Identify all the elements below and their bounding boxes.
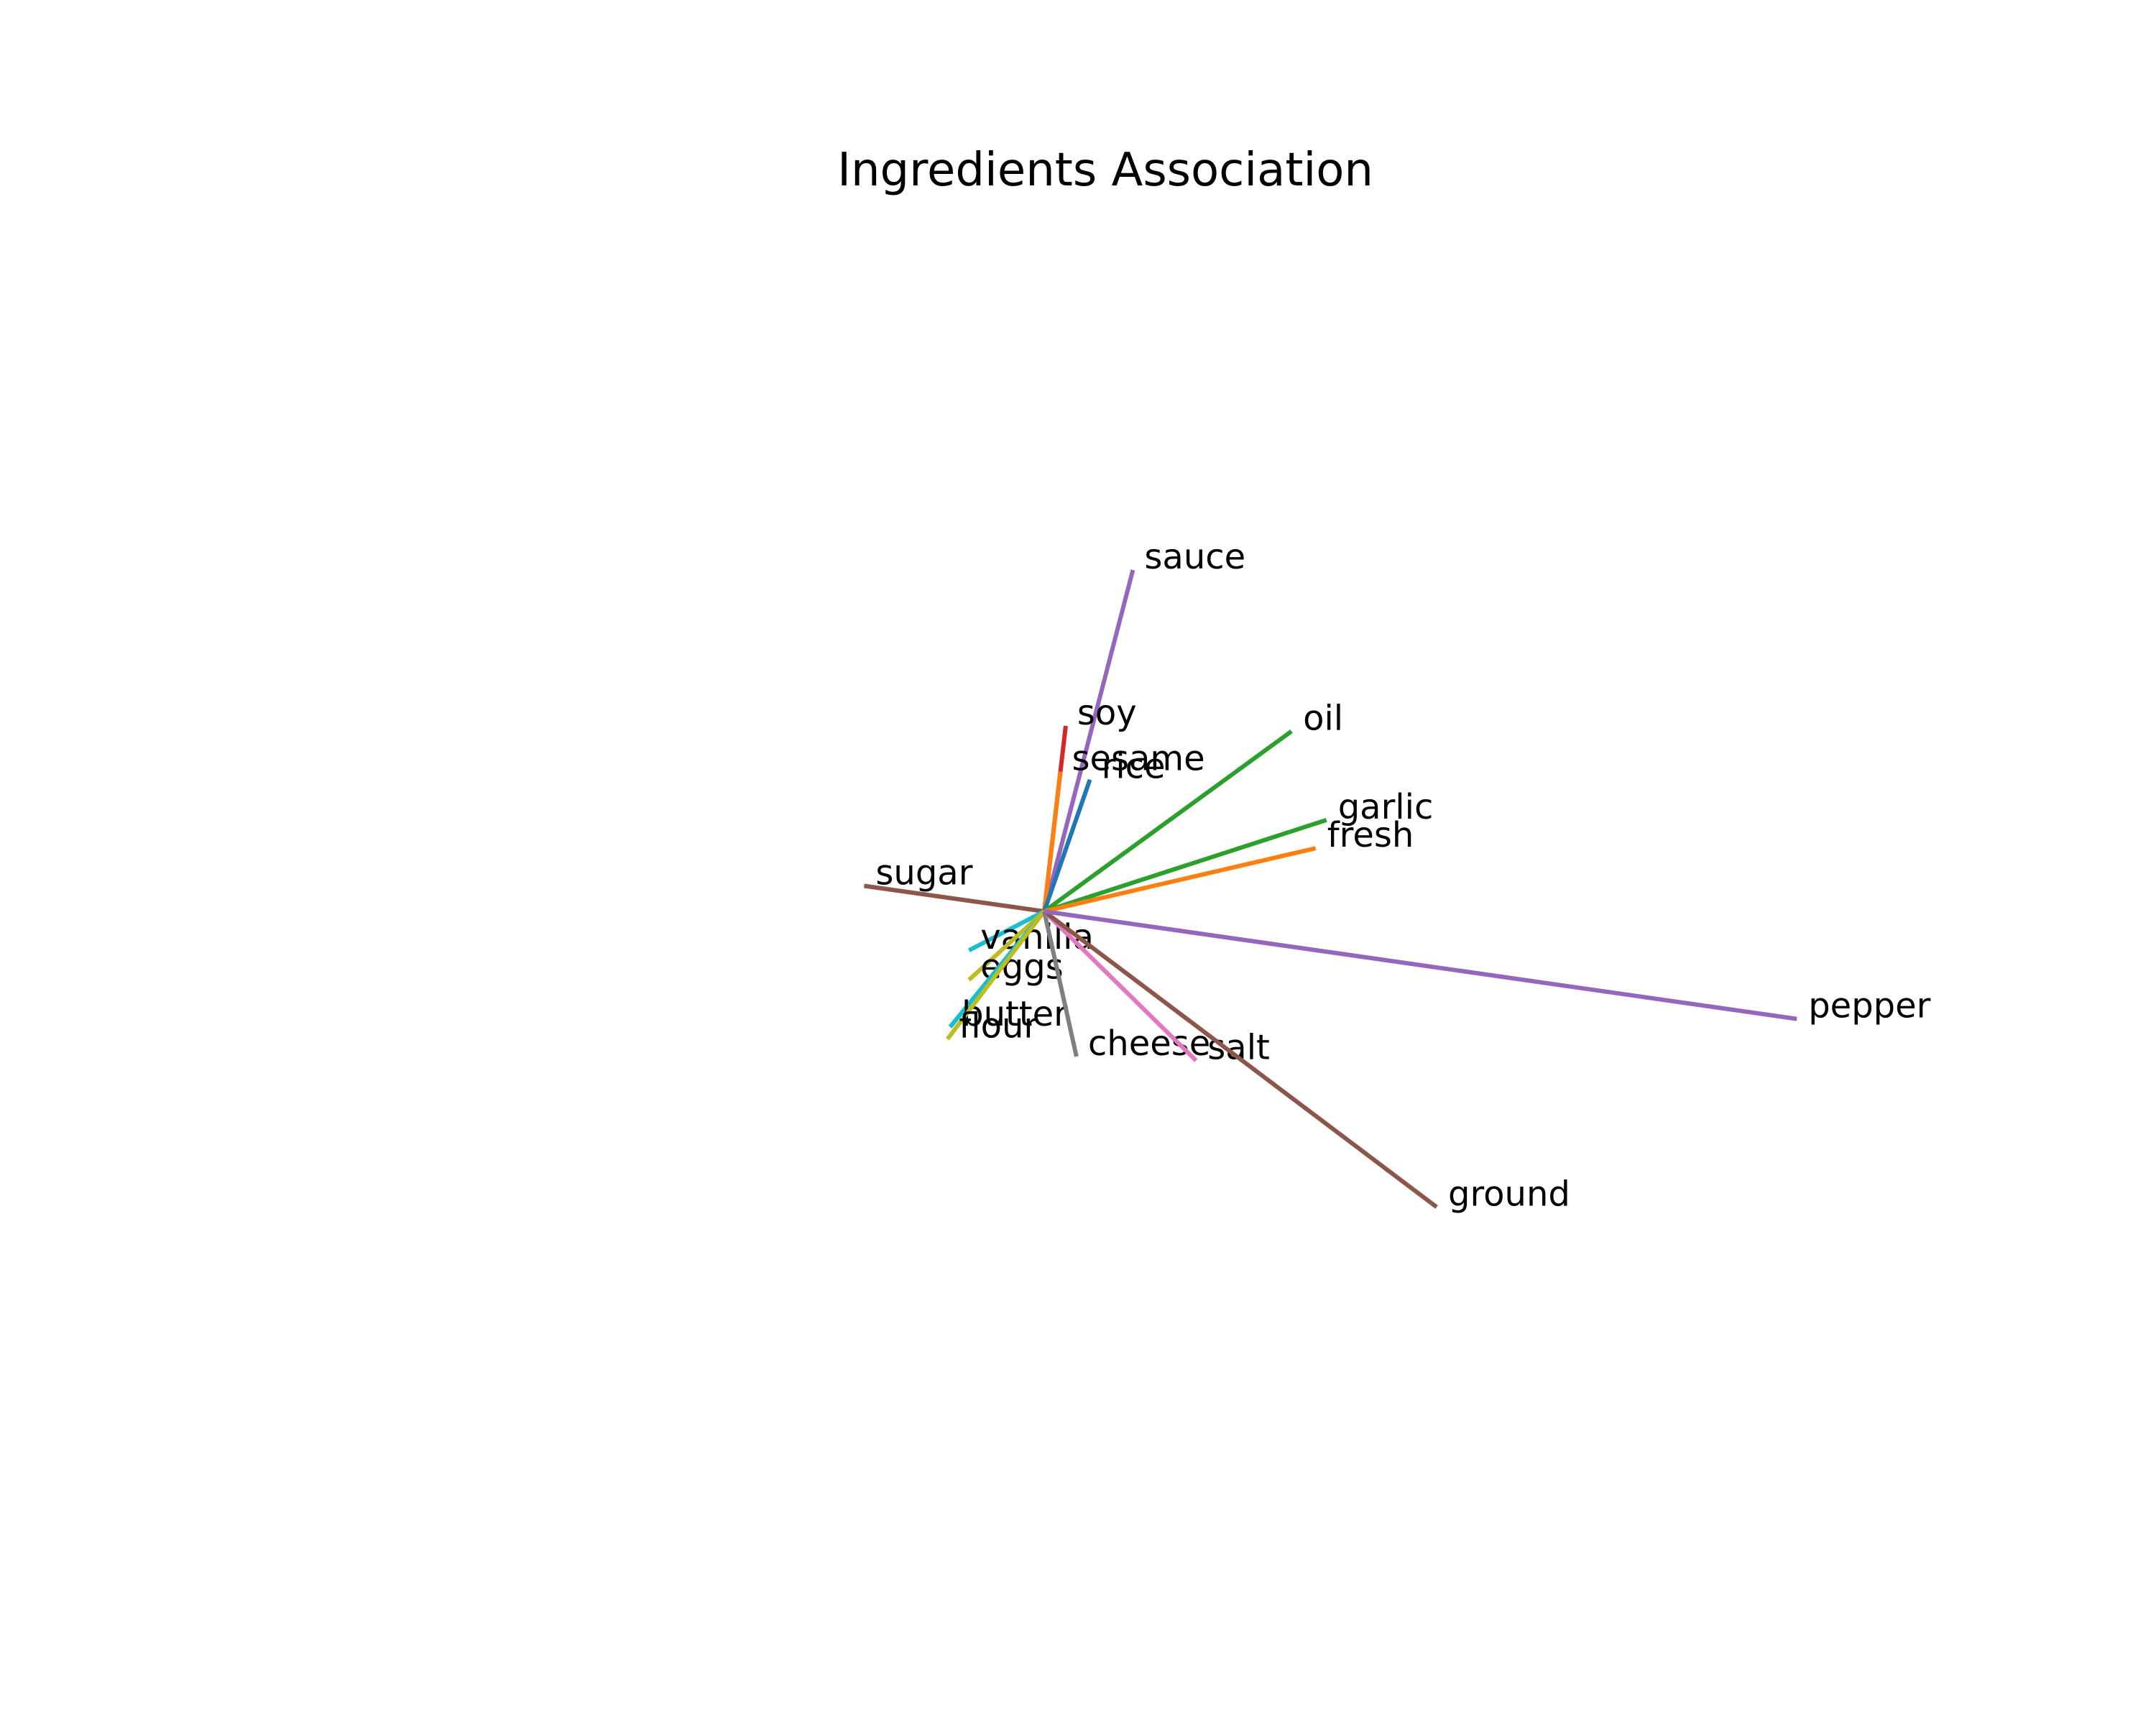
vector-label-salt: salt (1207, 1028, 1270, 1068)
vector-line-salt (1042, 909, 1198, 1062)
vector-label-ground: ground (1448, 1174, 1570, 1214)
vector-line-garlic (1044, 817, 1327, 914)
vector-label-garlic: garlic (1338, 787, 1434, 827)
vector-line-eggs (967, 909, 1046, 982)
chart-title: Ingredients Association (837, 144, 1373, 197)
vector-label-sesame: sesame (1072, 739, 1204, 779)
vector-label-rice: rice (1102, 747, 1166, 787)
vector-line-cheese (1042, 911, 1079, 1057)
vector-line-sesame (1042, 771, 1063, 912)
vector-line-vanilla (967, 909, 1046, 952)
vector-line-oil (1043, 729, 1293, 914)
vector-line-ground (1043, 909, 1438, 1209)
vector-line-rice (1042, 778, 1092, 912)
vector-label-flour: flour (959, 1006, 1038, 1046)
vector-line-flour (945, 910, 1046, 1041)
vector-label-soy: soy (1077, 693, 1137, 733)
vector-layer: saucesoysesamericeoilgarlicfreshsugarvan… (863, 537, 1931, 1214)
vector-label-oil: oil (1303, 698, 1343, 738)
vector-label-pepper: pepper (1808, 986, 1930, 1026)
vector-label-sauce: sauce (1144, 537, 1245, 577)
vector-label-fresh: fresh (1327, 815, 1414, 855)
vector-label-butter: butter (962, 994, 1068, 1034)
vector-line-sauce (1042, 569, 1135, 912)
vector-label-sugar: sugar (875, 852, 972, 893)
vector-line-fresh (1044, 846, 1317, 914)
vector-line-sugar (863, 883, 1045, 914)
vector-line-pepper (1044, 909, 1797, 1021)
